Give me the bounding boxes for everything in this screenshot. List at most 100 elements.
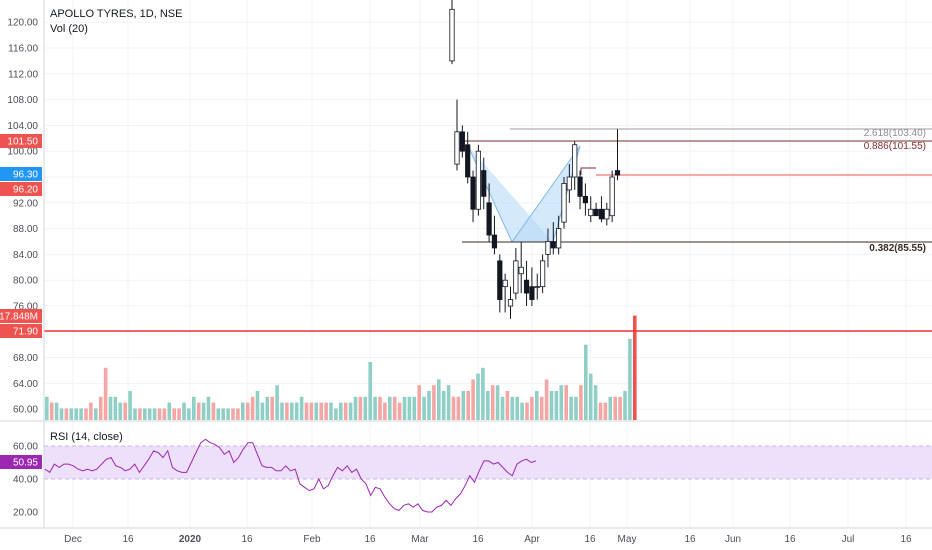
volume-bar xyxy=(510,396,515,420)
volume-bar xyxy=(192,396,196,420)
fib-label-0886: 0.886(101.55) xyxy=(864,141,926,152)
candle-body xyxy=(502,279,508,288)
volume-bar xyxy=(530,396,534,420)
volume-bar xyxy=(49,402,54,420)
price-axis: 120.00116.00112.00108.00104.00100.0096.0… xyxy=(7,18,38,416)
volume-bar xyxy=(143,408,147,420)
time-tick-label: 16 xyxy=(364,534,376,545)
volume-bar xyxy=(216,408,221,420)
volume-bar xyxy=(559,385,564,420)
symbol-title[interactable]: APOLLO TYRES, 1D, NSE xyxy=(50,8,182,20)
price-tick-label: 76.00 xyxy=(13,302,38,313)
volume-bar xyxy=(157,408,162,420)
volume-bar xyxy=(348,402,353,420)
volume-bar xyxy=(446,385,451,420)
volume-bar xyxy=(206,396,211,420)
time-tick-label: Jul xyxy=(842,534,855,545)
time-tick-label: 16 xyxy=(584,534,596,545)
rsi-tick-label: 40.00 xyxy=(13,475,38,486)
volume-bar xyxy=(89,402,93,420)
candle-body xyxy=(572,144,578,178)
time-tick-label: 16 xyxy=(241,534,253,545)
candle-body xyxy=(523,279,530,294)
volume-bar xyxy=(236,408,240,420)
volume-bar xyxy=(539,396,544,420)
level-connector xyxy=(580,167,596,175)
volume-bar xyxy=(74,408,78,420)
candle-body xyxy=(475,150,482,210)
price-tick-label: 60.00 xyxy=(13,405,38,416)
candle-body xyxy=(561,183,567,223)
volume-bar xyxy=(392,396,397,420)
candle-body xyxy=(518,266,524,275)
volume-bar xyxy=(241,402,245,420)
volume-bar xyxy=(147,408,152,420)
volume-bar xyxy=(461,391,466,420)
volume-bar xyxy=(544,379,549,420)
candle-body xyxy=(491,234,498,249)
volume-bar xyxy=(437,379,441,420)
candle-body xyxy=(550,241,556,249)
time-tick-label: May xyxy=(618,534,637,545)
volume-bar xyxy=(54,402,59,420)
volume-bar xyxy=(133,408,137,420)
price-tick-label: 120.00 xyxy=(7,18,38,29)
volume-bar xyxy=(285,402,289,420)
time-tick-label: 16 xyxy=(472,534,484,545)
price-badge xyxy=(0,167,42,181)
volume-bar xyxy=(319,402,323,420)
candle-body xyxy=(577,176,583,197)
volume-bar xyxy=(579,385,583,420)
time-tick-label: 16 xyxy=(784,534,796,545)
volume-bar xyxy=(535,391,539,420)
volume-bar xyxy=(427,391,431,420)
candle-body xyxy=(593,208,599,217)
price-badge xyxy=(0,455,42,469)
volume-bar xyxy=(299,396,304,420)
volume-bar xyxy=(490,385,495,420)
price-tick-label: 100.00 xyxy=(7,147,38,158)
rsi-legend[interactable]: RSI (14, close) xyxy=(50,431,123,443)
candle-body xyxy=(459,131,465,152)
volume-bar xyxy=(373,396,377,420)
candle-body xyxy=(588,208,594,217)
volume-bar xyxy=(45,396,49,420)
time-tick-label: Dec xyxy=(64,534,82,545)
candle-body xyxy=(598,208,605,220)
volume-bar xyxy=(407,396,412,420)
volume-bar xyxy=(417,385,421,420)
volume-bar xyxy=(290,402,294,420)
volume-bar xyxy=(500,396,505,420)
volume-bar xyxy=(451,396,456,420)
volume-bar xyxy=(221,408,225,420)
price-badge-label: 101.50 xyxy=(7,137,38,148)
price-tick-label: 68.00 xyxy=(13,353,38,364)
price-tick-label: 84.00 xyxy=(13,250,38,261)
volume-bar xyxy=(432,385,436,420)
volume-bar xyxy=(520,402,524,420)
volume-bar xyxy=(69,408,74,420)
volume-bar xyxy=(623,391,627,420)
volume-bar xyxy=(554,391,559,420)
candle-body xyxy=(582,195,589,204)
price-tick-label: 64.00 xyxy=(13,379,38,390)
volume-bar xyxy=(196,402,201,420)
price-badge-label: 96.30 xyxy=(13,170,38,181)
volume-bar xyxy=(569,396,573,420)
fib-lines: 2.618(103.40) 0.886(101.55) 0.382(85.55) xyxy=(462,128,932,254)
volume-bar xyxy=(368,362,372,420)
volume-bar xyxy=(329,402,333,420)
volume-bar xyxy=(226,408,230,420)
volume-bar xyxy=(245,402,250,420)
volume-bar xyxy=(265,396,270,420)
volume-bar xyxy=(59,408,64,420)
time-tick-label: 2020 xyxy=(179,534,202,545)
fib-label-0382: 0.382(85.55) xyxy=(869,243,926,254)
volume-bar xyxy=(515,396,519,420)
volume-bar xyxy=(270,396,274,420)
candle-body xyxy=(470,176,476,210)
price-badge xyxy=(0,324,42,338)
volume-legend[interactable]: Vol (20) xyxy=(50,23,88,35)
volume-bar xyxy=(98,396,103,420)
time-tick-label: Jun xyxy=(725,534,741,545)
